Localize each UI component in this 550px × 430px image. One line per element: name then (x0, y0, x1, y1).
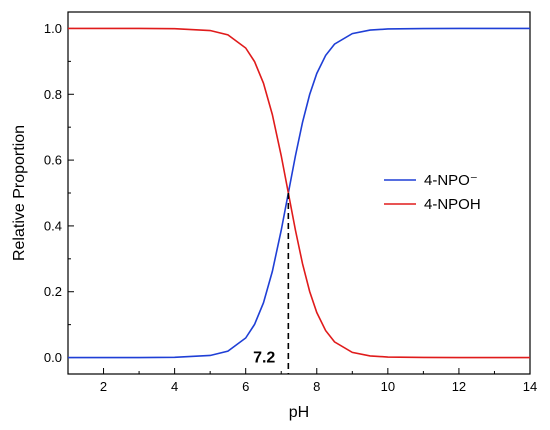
plot-area-frame (67, 11, 531, 375)
y-tick-label: 0.6 (44, 153, 62, 168)
y-tick-label: 0.8 (44, 87, 62, 102)
y-tick-label: 1.0 (44, 21, 62, 36)
x-tick-label: 6 (242, 379, 249, 394)
x-axis-title: pH (289, 404, 309, 421)
x-tick-label: 8 (313, 379, 320, 394)
x-tick-label: 4 (171, 379, 178, 394)
x-tick-label: 14 (523, 379, 537, 394)
series-line-npoh (68, 27, 530, 359)
annotation-layer: 7.2 (253, 193, 290, 374)
y-axis-ticks: 0.0 0.2 0.4 0.6 0.8 1.0 (44, 21, 74, 365)
legend-label: 4-NPO⁻ (424, 172, 478, 189)
legend-label: 4-NPOH (424, 196, 481, 213)
x-axis-ticks: 2 4 6 8 10 12 14 (67, 368, 537, 394)
y-tick-label: 0.0 (44, 350, 62, 365)
legend: 4-NPO⁻ 4-NPOH (384, 172, 481, 213)
y-tick-label: 0.2 (44, 284, 62, 299)
x-tick-label: 12 (452, 379, 466, 394)
series-line-npo (68, 27, 530, 359)
x-tick-label: 2 (100, 379, 107, 394)
series-layer (68, 27, 530, 359)
y-tick-label: 0.4 (44, 218, 62, 233)
x-tick-label: 10 (381, 379, 395, 394)
pka-annotation: 7.2 (253, 350, 275, 367)
y-axis-title: Relative Proportion (11, 125, 28, 261)
